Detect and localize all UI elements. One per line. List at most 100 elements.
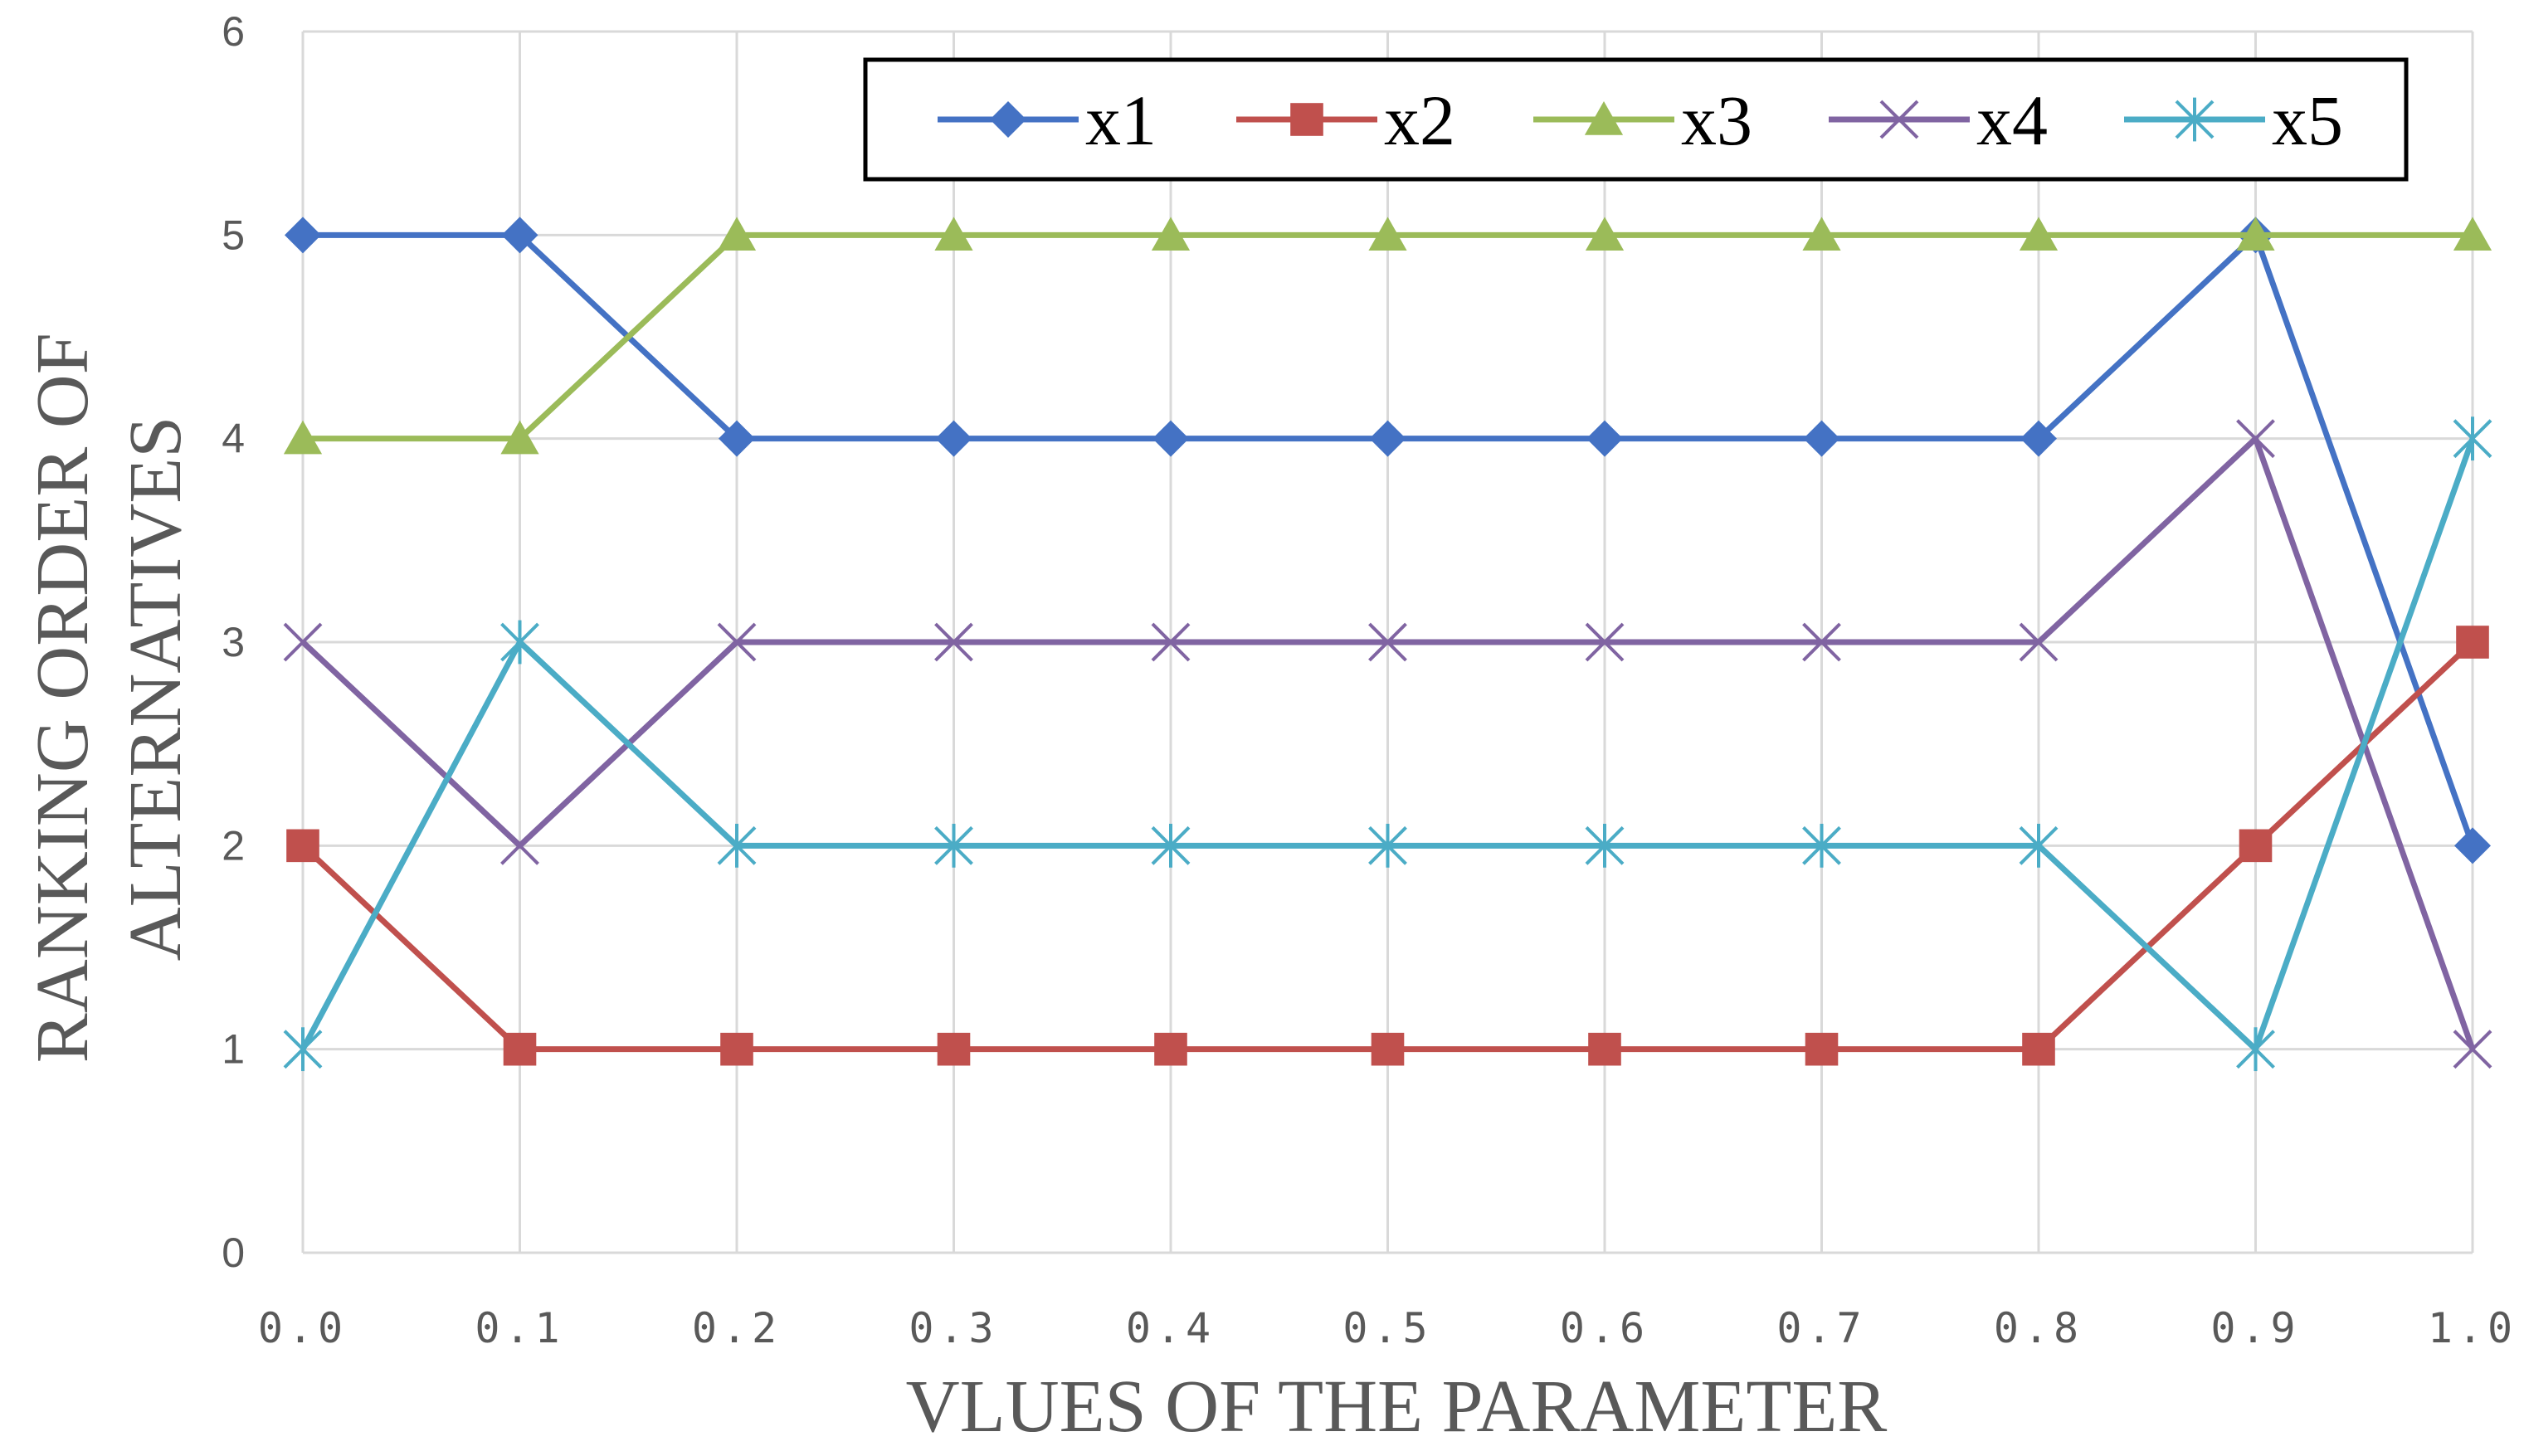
data-point-x4 (1368, 622, 1407, 662)
y-axis-title-line-2: ALTERNATIVES (115, 416, 197, 962)
data-point-x4-stroke-b (2453, 1030, 2492, 1069)
data-point-x2 (1588, 1032, 1621, 1066)
data-point-x3 (500, 420, 539, 455)
y-axis-title-line-1: RANKING ORDER OF (22, 333, 104, 1063)
data-point-x2 (720, 1032, 753, 1066)
legend: x1 x2 x3 x4 x5 (863, 57, 2409, 182)
data-point-x1 (1369, 420, 1406, 457)
x-tick-label: 0.0 (258, 1304, 348, 1352)
data-point-x2 (503, 1032, 537, 1066)
legend-marker-x4-stroke-b (1879, 100, 1919, 139)
data-point-x1 (285, 217, 321, 254)
data-point-x3 (283, 420, 323, 455)
x-tick-label: 1.0 (2428, 1304, 2517, 1352)
data-point-x3 (2236, 217, 2275, 251)
data-point-x1 (1586, 420, 1623, 457)
x-tick-label: 0.8 (1994, 1304, 2083, 1352)
data-point-x1 (935, 420, 972, 457)
legend-item-x3: x3 (1533, 80, 1752, 160)
legend-label-x1: x1 (1085, 80, 1157, 160)
data-point-x4 (1802, 622, 1841, 662)
data-point-x4 (1585, 622, 1625, 662)
x-tick-label: 0.3 (909, 1304, 998, 1352)
data-point-x5 (1368, 823, 1407, 868)
data-point-x1 (719, 420, 755, 457)
data-point-x3 (1585, 217, 1625, 251)
data-point-x4 (2019, 622, 2059, 662)
series-group (283, 217, 2492, 1072)
data-point-x5 (1585, 823, 1625, 868)
series-x1 (285, 217, 2491, 864)
data-point-x4 (500, 825, 539, 865)
data-point-x3 (934, 217, 973, 251)
data-point-x3 (1368, 217, 1407, 251)
y-tick-label: 5 (222, 212, 245, 258)
data-point-x1 (1152, 420, 1189, 457)
x-tick-label: 0.4 (1126, 1304, 1216, 1352)
data-point-x5 (934, 823, 973, 868)
data-point-x5 (500, 620, 539, 665)
legend-item-x1: x1 (938, 80, 1157, 160)
data-point-x4 (1151, 622, 1191, 662)
data-point-x5 (2019, 823, 2059, 868)
data-point-x4-stroke-b (934, 622, 973, 662)
data-point-x2 (1805, 1032, 1839, 1066)
data-point-x4-stroke-b (2236, 419, 2275, 459)
data-point-x2 (1154, 1032, 1187, 1066)
series-x2 (286, 626, 2489, 1066)
series-x5 (283, 416, 2492, 1072)
data-point-x3 (2019, 217, 2059, 251)
legend-marker-x4 (1879, 100, 1919, 139)
data-point-x4-stroke-b (1368, 622, 1407, 662)
data-point-x3 (2453, 217, 2492, 251)
legend-item-x5: x5 (2124, 80, 2343, 160)
legend-label-x5: x5 (2272, 80, 2343, 160)
data-point-x5 (2453, 416, 2492, 461)
data-point-x3 (717, 217, 757, 251)
data-point-x5 (1802, 823, 1841, 868)
legend-label-x3: x3 (1681, 80, 1752, 160)
data-point-x4-stroke-b (1151, 622, 1191, 662)
y-tick-label: 6 (222, 8, 245, 55)
data-point-x4-stroke-b (2019, 622, 2059, 662)
data-point-x2 (2456, 626, 2489, 659)
data-point-x4-stroke-b (283, 622, 323, 662)
y-tick-label: 0 (222, 1230, 245, 1276)
data-point-x4 (717, 622, 757, 662)
data-point-x2 (286, 829, 319, 863)
x-tick-label: 0.6 (1560, 1304, 1649, 1352)
data-point-x3 (1151, 217, 1191, 251)
data-point-x4-stroke-b (500, 825, 539, 865)
data-point-x2 (2022, 1032, 2055, 1066)
data-point-x4-stroke-b (1802, 622, 1841, 662)
series-x3 (283, 217, 2492, 455)
y-axis-ticks: 0 1 2 3 4 5 6 (222, 8, 245, 1276)
y-axis-title: RANKING ORDER OF ALTERNATIVES (22, 314, 197, 1064)
y-tick-label: 3 (222, 619, 245, 665)
data-point-x2 (2239, 829, 2273, 863)
data-point-x5 (1151, 823, 1191, 868)
data-point-x1 (2020, 420, 2057, 457)
legend-label-x2: x2 (1384, 80, 1455, 160)
data-point-x4-stroke-b (1585, 622, 1625, 662)
x-tick-label: 0.7 (1776, 1304, 1866, 1352)
x-tick-label: 0.1 (475, 1304, 564, 1352)
legend-marker-x5 (2175, 97, 2215, 142)
data-point-x4 (2453, 1030, 2492, 1069)
data-point-x4-stroke-b (717, 622, 757, 662)
data-point-x1 (1803, 420, 1840, 457)
data-point-x3 (1802, 217, 1841, 251)
data-point-x2 (937, 1032, 971, 1066)
data-point-x4 (2236, 419, 2275, 459)
data-point-x2 (1371, 1032, 1405, 1066)
legend-marker-x3 (1584, 101, 1624, 135)
y-tick-label: 1 (222, 1026, 245, 1073)
legend-marker-x1 (990, 101, 1026, 138)
x-tick-label: 0.2 (692, 1304, 782, 1352)
x-tick-label: 0.9 (2210, 1304, 2300, 1352)
data-point-x5 (2236, 1027, 2275, 1072)
data-point-x5 (283, 1027, 323, 1072)
x-tick-label: 0.5 (1342, 1304, 1432, 1352)
legend-label-x4: x4 (1976, 80, 2048, 160)
legend-marker-x2 (1290, 103, 1323, 136)
